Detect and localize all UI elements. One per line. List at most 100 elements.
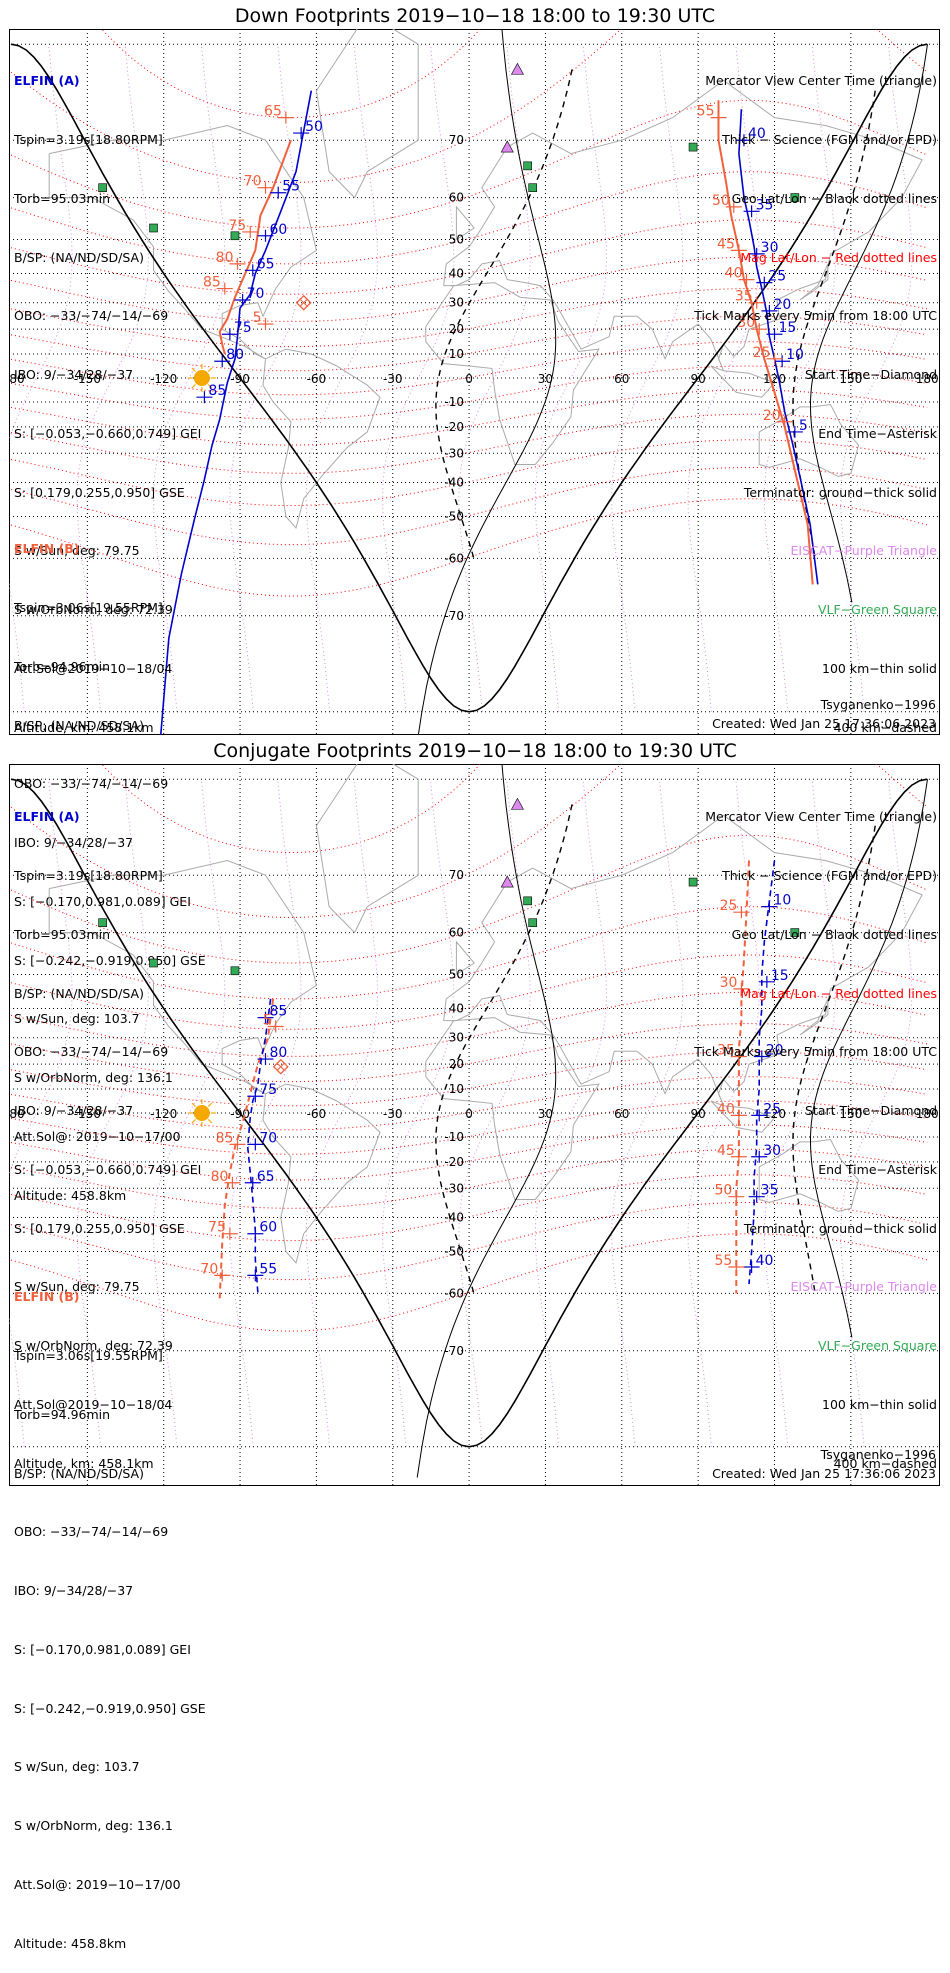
terminator-400km	[435, 69, 573, 559]
legend-conjugate: Mercator View Center Time (triangle) Thi…	[694, 768, 937, 1493]
lat-tick-label: -70	[444, 1344, 464, 1358]
sun-ray	[207, 1118, 213, 1124]
tick-label: 25	[763, 1101, 781, 1117]
model-label-conjugate: Tsyganenko−1996	[820, 1447, 936, 1462]
vlf-square	[230, 966, 240, 976]
mag-lon-line	[152, 44, 226, 712]
legend-item: Mag Lat/Lon − Red dotted lines	[740, 249, 937, 265]
eiscat-triangle	[510, 62, 524, 75]
tick-label: 75	[208, 1220, 226, 1236]
lat-tick-label: 30	[449, 1031, 464, 1045]
lat-tick-label: 70	[449, 868, 464, 882]
elfin-a-info-conjugate: ELFIN (A) Tspin=3.19s[18.80RPM] Torb=95.…	[14, 768, 201, 1493]
lon-tick-label: 60	[614, 372, 629, 386]
lon-tick-label: 180	[916, 1107, 939, 1121]
coastline	[455, 940, 475, 975]
info-line: Tspin=3.19s[18.80RPM]	[14, 131, 163, 147]
legend-item: End Time−Asterisk	[818, 1161, 937, 1177]
info-line: IBO: 9/−34/28/−37	[14, 835, 134, 851]
lat-tick-label: 40	[449, 266, 464, 280]
tick-label: 5	[799, 418, 808, 434]
tick-label: 10	[773, 893, 791, 909]
info-line: S w/OrbNorm, deg: 136.1	[14, 1818, 173, 1834]
tick-label: 35	[756, 197, 774, 213]
sun-ray	[191, 367, 196, 373]
legend-item: Mag Lat/Lon − Red dotted lines	[740, 985, 937, 1001]
mag-lon-line	[687, 779, 760, 1447]
vlf-square	[523, 161, 532, 171]
coastline	[758, 1138, 860, 1212]
panel-title-down: Down Footprints 2019−10−18 18:00 to 19:3…	[234, 5, 716, 27]
tick-label: 55	[259, 1261, 277, 1277]
lat-tick-label: -10	[444, 395, 464, 409]
info-line: B/SP: (NA/ND/SD/SA)	[14, 1465, 144, 1481]
lon-tick-label: 90	[691, 1107, 706, 1121]
info-line: Torb=94.96min	[14, 1406, 111, 1422]
terminator-400km	[792, 90, 876, 559]
tick-label: 80	[226, 347, 244, 363]
lon-tick-label: -60	[307, 1107, 327, 1121]
legend-item: Mercator View Center Time (triangle)	[705, 73, 937, 89]
tick-label: 30	[763, 1143, 781, 1159]
vlf-square	[790, 193, 800, 202]
tick-label: 20	[766, 1042, 784, 1058]
coastline	[710, 1100, 776, 1133]
tick-label: 65	[257, 256, 275, 272]
tick-label: 40	[756, 1253, 774, 1269]
terminator-400km	[792, 825, 876, 1294]
tick-label: 25	[768, 269, 786, 285]
legend-item: VLF−Green Square	[817, 1338, 937, 1354]
lat-tick-label: -60	[444, 1286, 464, 1300]
tick-label: 50	[714, 1183, 732, 1199]
lat-tick-label: 20	[449, 322, 464, 336]
coastline	[262, 1083, 381, 1265]
lon-tick-label: -30	[383, 372, 403, 386]
elfin-a-track	[246, 998, 272, 1294]
vlf-square	[149, 223, 158, 233]
start-diamond	[276, 1062, 286, 1072]
elfin-b-info-conjugate: ELFIN (B) Tspin=3.06s[19.55RPM] Torb=94.…	[14, 1248, 206, 1973]
mag-lon-line	[763, 44, 837, 712]
mag-lon-line	[382, 44, 455, 712]
tick-label: 75	[234, 320, 252, 336]
lon-tick-label: -180	[9, 372, 25, 386]
sun-ray	[207, 367, 213, 373]
info-line: OBO: −33/−74/−14/−69	[14, 776, 169, 792]
legend-item: 100 km−thin solid	[822, 661, 937, 676]
mag-lon-line	[305, 44, 379, 712]
tick-label: 75	[259, 1082, 277, 1098]
lat-tick-label: -10	[444, 1130, 464, 1144]
info-line: B/SP: (NA/ND/SD/SA)	[14, 717, 144, 733]
mercator-map-down[interactable]: -180-150-120-90-60-300306090120150180706…	[9, 29, 940, 735]
vlf-square	[528, 183, 538, 193]
coastline	[710, 365, 776, 398]
tick-label: 80	[211, 1169, 229, 1185]
lon-tick-label: 30	[538, 372, 553, 386]
info-line: IBO: 9/−34/28/−37	[14, 1103, 134, 1119]
vlf-square	[230, 231, 240, 241]
vlf-square	[528, 918, 538, 928]
mercator-map-conjugate[interactable]: -180-150-120-90-60-300306090120150180706…	[9, 764, 940, 1486]
mag-lon-line	[840, 779, 913, 1447]
lat-tick-label: 40	[449, 1001, 464, 1015]
tick-label: 50	[712, 193, 730, 209]
tick-label: 5	[253, 310, 262, 326]
tick-label: 70	[259, 1130, 277, 1146]
vlf-square	[98, 183, 107, 193]
mag-lon-line	[382, 779, 455, 1447]
tick-label: 40	[725, 266, 743, 282]
info-line: Att.Sol@: 2019−10−17/00	[14, 1877, 181, 1892]
tick-label: 65	[264, 104, 282, 120]
tick-label: 60	[259, 1220, 277, 1236]
tick-label: 35	[717, 1042, 735, 1058]
tick-label: 30	[720, 975, 738, 991]
legend-item: EISCAT−Purple Triangle	[790, 543, 937, 559]
sun-ray	[191, 1118, 196, 1124]
coastline	[262, 348, 381, 530]
lon-tick-label: -150	[74, 1107, 101, 1121]
legend-item: Start Time−Diamond	[804, 367, 937, 383]
eiscat-triangle	[500, 140, 514, 153]
lat-tick-label: -20	[444, 420, 464, 434]
lat-tick-label: 10	[449, 347, 464, 361]
tick-label: 20	[763, 408, 781, 424]
